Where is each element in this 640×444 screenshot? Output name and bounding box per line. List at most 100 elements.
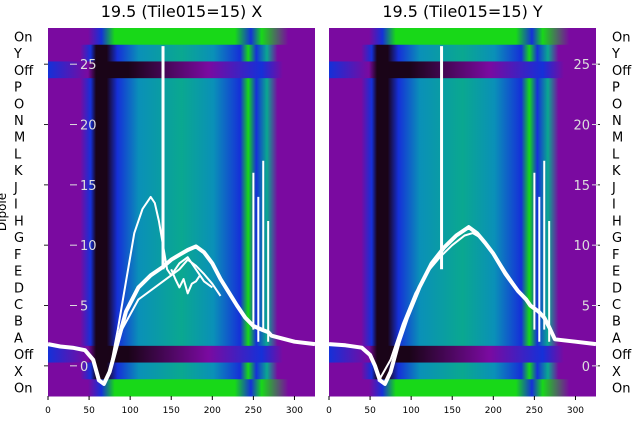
overlay-y-tick-label: 5: [582, 300, 590, 315]
x-tick-label: 50: [83, 406, 95, 416]
row-label: E: [14, 265, 22, 280]
row-label: On: [14, 30, 32, 45]
row-label: P: [14, 81, 22, 96]
overlay-y-tick-label: 0: [582, 360, 590, 375]
heatmap-row: [329, 195, 596, 213]
heatmap-row: [329, 245, 596, 263]
row-label: Off: [14, 64, 34, 79]
row-label: O: [612, 97, 622, 112]
row-label: O: [14, 97, 24, 112]
row-label: A: [612, 331, 621, 346]
row-label: X: [14, 365, 23, 380]
row-label: J: [611, 181, 616, 196]
row-label: F: [14, 248, 21, 263]
x-tick-label: 0: [45, 406, 51, 416]
heatmap-row: [48, 128, 315, 146]
heatmap-row: [329, 145, 596, 163]
x-tick-label: 0: [326, 406, 332, 416]
overlay-series-line: [47, 244, 316, 386]
row-label: H: [14, 214, 24, 229]
row-label: D: [612, 281, 622, 296]
row-label: C: [612, 298, 621, 313]
overlay-series-line: [108, 258, 222, 373]
heatmap-row: [48, 379, 315, 397]
heatmap-row: [48, 145, 315, 163]
row-label: K: [14, 164, 23, 179]
row-label: On: [14, 382, 32, 397]
y-axis-label: Dipole: [0, 193, 9, 231]
row-label: E: [612, 265, 620, 280]
row-label: Off: [612, 348, 632, 363]
row-label: Off: [612, 64, 632, 79]
x-tick-label: 50: [364, 406, 376, 416]
chart-title: 19.5 (Tile015=15) Y: [382, 2, 543, 21]
heatmap-row: [48, 278, 315, 297]
heatmap-row: [48, 178, 315, 196]
x-tick-label: 300: [567, 406, 584, 416]
overlay-y-tick-label: 20: [573, 119, 590, 134]
row-label: On: [612, 382, 630, 397]
row-label: G: [612, 231, 622, 246]
overlay-y-tick-label: 25: [80, 58, 97, 73]
heatmap-row: [329, 78, 596, 96]
heatmap-row: [329, 61, 596, 79]
heatmap-row: [48, 44, 315, 62]
overlay-y-tick-label: 25: [573, 58, 590, 73]
overlay-y-tick-label: 15: [573, 179, 590, 194]
row-label: D: [14, 281, 24, 296]
row-label: On: [612, 30, 630, 45]
heatmap-row: [329, 94, 596, 113]
row-label: L: [14, 147, 22, 162]
row-label: A: [14, 331, 23, 346]
overlay-y-tick-label: 15: [80, 179, 97, 194]
overlay-series-line: [170, 268, 201, 295]
row-label: B: [612, 315, 621, 330]
row-label: I: [14, 198, 18, 213]
heatmap-row: [48, 111, 315, 129]
heatmap-row: [48, 161, 315, 180]
heatmap-row: [48, 78, 315, 96]
row-label: I: [612, 198, 616, 213]
x-tick-label: 250: [245, 406, 262, 416]
x-tick-label: 300: [286, 406, 303, 416]
x-tick-label: 200: [485, 406, 502, 416]
overlay-y-tick-label: 10: [573, 239, 590, 254]
row-label: Y: [13, 47, 22, 62]
row-label: C: [14, 298, 23, 313]
heatmap-row: [48, 312, 315, 330]
row-label: X: [612, 365, 621, 380]
heatmap-row: [329, 111, 596, 129]
row-label: Y: [611, 47, 620, 62]
row-label: G: [14, 231, 24, 246]
row-label: H: [612, 214, 622, 229]
row-label: M: [14, 131, 25, 146]
x-tick-label: 100: [122, 406, 139, 416]
heatmap-row: [329, 212, 596, 230]
overlay-series-line: [377, 232, 527, 382]
overlay-y-tick-label: 5: [80, 300, 88, 315]
row-label: P: [612, 81, 620, 96]
overlay-series-line: [328, 225, 597, 386]
row-label: N: [612, 114, 622, 129]
x-tick-label: 150: [444, 406, 461, 416]
heatmap-row: [329, 295, 596, 313]
heatmap-row: [48, 362, 315, 380]
heatmap-row: [329, 161, 596, 180]
heatmap-row: [48, 94, 315, 113]
heatmap-row: [329, 262, 596, 280]
row-label: J: [13, 181, 18, 196]
x-tick-label: 250: [526, 406, 543, 416]
heatmap-row: [329, 312, 596, 330]
heatmap-row: [329, 28, 596, 46]
heatmap-row: [48, 295, 315, 313]
heatmap-row: [48, 28, 315, 46]
row-label: Off: [14, 348, 34, 363]
x-tick-label: 150: [163, 406, 180, 416]
x-tick-label: 100: [403, 406, 420, 416]
heatmap-row: [329, 44, 596, 62]
x-tick-label: 200: [204, 406, 221, 416]
heatmap-row: [329, 362, 596, 380]
chart-title: 19.5 (Tile015=15) X: [101, 2, 263, 21]
heatmap-row: [48, 61, 315, 79]
